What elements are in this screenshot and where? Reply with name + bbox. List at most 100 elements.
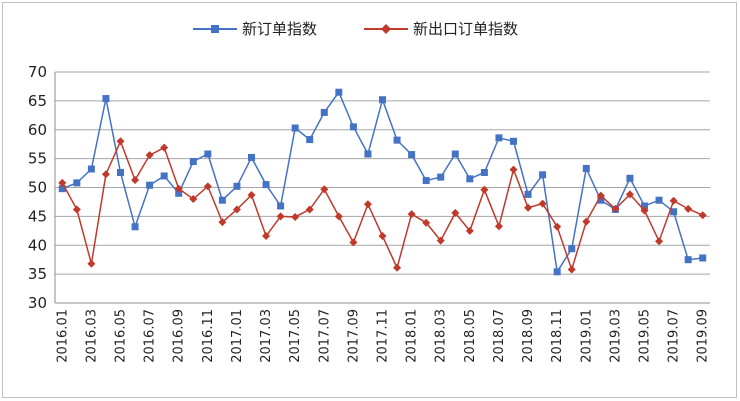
x-tick-label: 2017.11	[376, 309, 391, 363]
x-tick-label: 2019.05	[638, 309, 653, 363]
data-point	[451, 150, 459, 158]
data-point	[596, 191, 605, 200]
data-point	[204, 150, 212, 158]
legend-marker-new-export-orders	[381, 24, 391, 34]
data-point	[306, 136, 314, 144]
data-point	[539, 171, 547, 179]
data-point	[291, 212, 300, 221]
data-point	[189, 158, 197, 166]
x-tick-label: 2017.09	[346, 309, 361, 363]
data-point	[640, 206, 649, 215]
data-point	[611, 204, 620, 213]
data-point	[625, 190, 634, 199]
legend-label-new-export-orders: 新出口订单指数	[413, 20, 518, 38]
data-point	[145, 151, 154, 160]
series-new-orders	[58, 88, 707, 276]
data-point	[160, 143, 169, 152]
data-point	[495, 134, 503, 142]
data-point	[684, 256, 692, 264]
x-tick-label: 2018.09	[521, 309, 536, 363]
legend-item-new-orders: 新订单指数	[193, 20, 317, 38]
data-point	[334, 212, 343, 221]
data-point	[393, 263, 402, 272]
data-point	[524, 190, 532, 198]
data-point	[72, 205, 81, 214]
x-tick-label: 2018.05	[463, 309, 478, 363]
data-point	[524, 203, 533, 212]
x-tick-label: 2018.01	[405, 309, 420, 363]
data-point	[189, 195, 198, 204]
y-tick-label: 70	[28, 63, 47, 81]
data-point	[73, 179, 81, 187]
series-new-export-orders	[58, 137, 707, 274]
data-point	[422, 177, 430, 185]
data-point	[87, 259, 96, 268]
x-tick-label: 2016.05	[114, 309, 129, 363]
data-point	[131, 175, 140, 184]
y-tick-label: 40	[28, 236, 47, 254]
data-point	[655, 237, 664, 246]
data-point	[87, 165, 95, 173]
y-tick-label: 45	[28, 207, 47, 225]
data-point	[582, 217, 591, 226]
data-point	[698, 211, 707, 220]
data-point	[436, 236, 445, 245]
data-point	[364, 150, 372, 158]
x-tick-label: 2017.01	[230, 309, 245, 363]
data-point	[233, 182, 241, 190]
data-point	[626, 174, 634, 182]
x-tick-label: 2019.09	[696, 309, 711, 363]
data-point	[393, 136, 401, 144]
data-point	[379, 96, 386, 104]
data-point	[465, 226, 474, 235]
data-point	[203, 182, 212, 191]
y-tick-label: 50	[28, 179, 47, 197]
x-tick-label: 2016.09	[172, 309, 187, 363]
legend: 新订单指数 新出口订单指数	[193, 20, 518, 38]
data-point	[538, 199, 547, 208]
data-point	[320, 108, 328, 116]
data-point	[160, 172, 168, 180]
data-point	[567, 265, 576, 274]
data-point	[480, 185, 489, 194]
data-point	[248, 153, 255, 161]
gridlines	[55, 71, 710, 304]
x-tick-label: 2018.11	[550, 309, 565, 363]
data-point	[232, 205, 241, 214]
data-point	[305, 205, 314, 214]
data-point	[175, 189, 183, 197]
data-point	[363, 200, 372, 209]
data-point	[407, 210, 416, 219]
y-tick-label: 65	[28, 92, 47, 110]
data-point	[494, 222, 503, 231]
data-point	[509, 165, 518, 174]
data-point	[58, 185, 66, 193]
x-tick-label: 2017.05	[288, 309, 303, 363]
y-axis: 30 35 40 45 50 55 60 65 70	[28, 63, 56, 312]
data-point	[58, 178, 67, 187]
legend-marker-new-orders	[211, 25, 219, 33]
data-point	[218, 196, 226, 204]
y-tick-label: 35	[28, 265, 47, 283]
data-point	[480, 168, 488, 176]
x-tick-label: 2019.03	[608, 309, 623, 363]
x-tick-label: 2017.03	[259, 309, 274, 363]
x-tick-label: 2016.03	[84, 309, 99, 363]
x-tick-label: 2019.01	[579, 309, 594, 363]
y-tick-label: 60	[28, 121, 47, 139]
legend-item-new-export-orders: 新出口订单指数	[364, 20, 518, 38]
data-point	[277, 202, 285, 210]
data-point	[466, 175, 474, 183]
data-point	[699, 254, 707, 262]
data-point	[247, 191, 256, 200]
data-point	[510, 137, 517, 145]
data-point	[349, 123, 357, 131]
data-point	[568, 245, 576, 253]
data-point	[684, 204, 693, 213]
series-group	[58, 88, 707, 276]
data-point	[437, 173, 445, 181]
data-point	[174, 184, 183, 193]
y-tick-label: 55	[28, 150, 47, 168]
